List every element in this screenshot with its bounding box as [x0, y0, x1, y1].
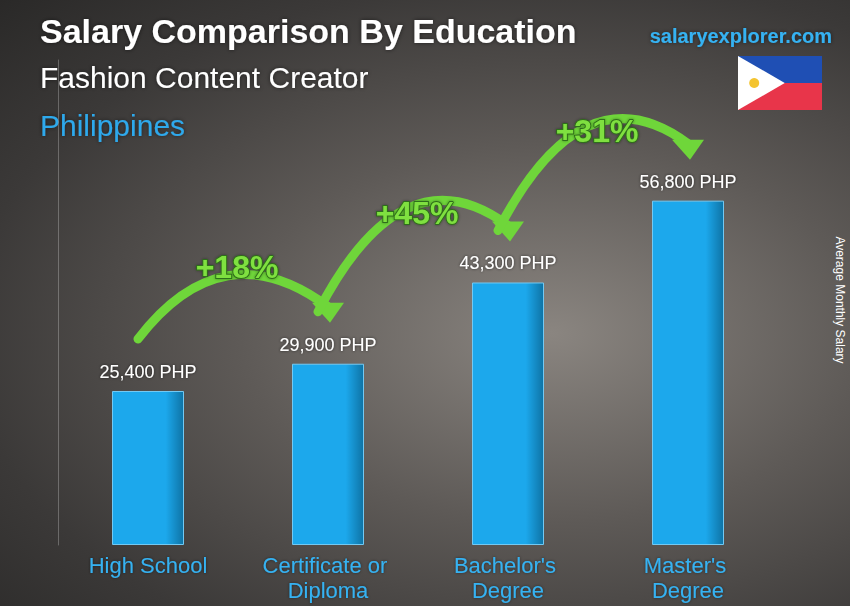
svg-text:Fashion Content Creator: Fashion Content Creator — [40, 61, 369, 94]
svg-text:Master's: Master's — [644, 553, 733, 578]
svg-text:+18%: +18% — [196, 249, 279, 285]
svg-text:Degree: Degree — [472, 578, 544, 603]
svg-text:Bachelor's: Bachelor's — [454, 553, 562, 578]
svg-text:Salary Comparison By Education: Salary Comparison By Education — [40, 12, 577, 50]
svg-text:Average Monthly Salary: Average Monthly Salary — [833, 236, 847, 363]
svg-text:salaryexplorer.com: salaryexplorer.com — [650, 25, 832, 47]
svg-text:Diploma: Diploma — [288, 578, 369, 603]
svg-text:+31%: +31% — [556, 113, 639, 149]
svg-text:Philippines: Philippines — [40, 109, 185, 142]
svg-text:56,800 PHP: 56,800 PHP — [639, 172, 736, 192]
svg-text:Degree: Degree — [652, 578, 724, 603]
svg-text:Certificate or: Certificate or — [263, 553, 394, 578]
svg-text:+45%: +45% — [376, 195, 459, 231]
svg-text:25,400 PHP: 25,400 PHP — [99, 362, 196, 382]
svg-text:43,300 PHP: 43,300 PHP — [459, 253, 556, 273]
svg-text:High School: High School — [89, 553, 208, 578]
svg-text:29,900 PHP: 29,900 PHP — [279, 335, 376, 355]
